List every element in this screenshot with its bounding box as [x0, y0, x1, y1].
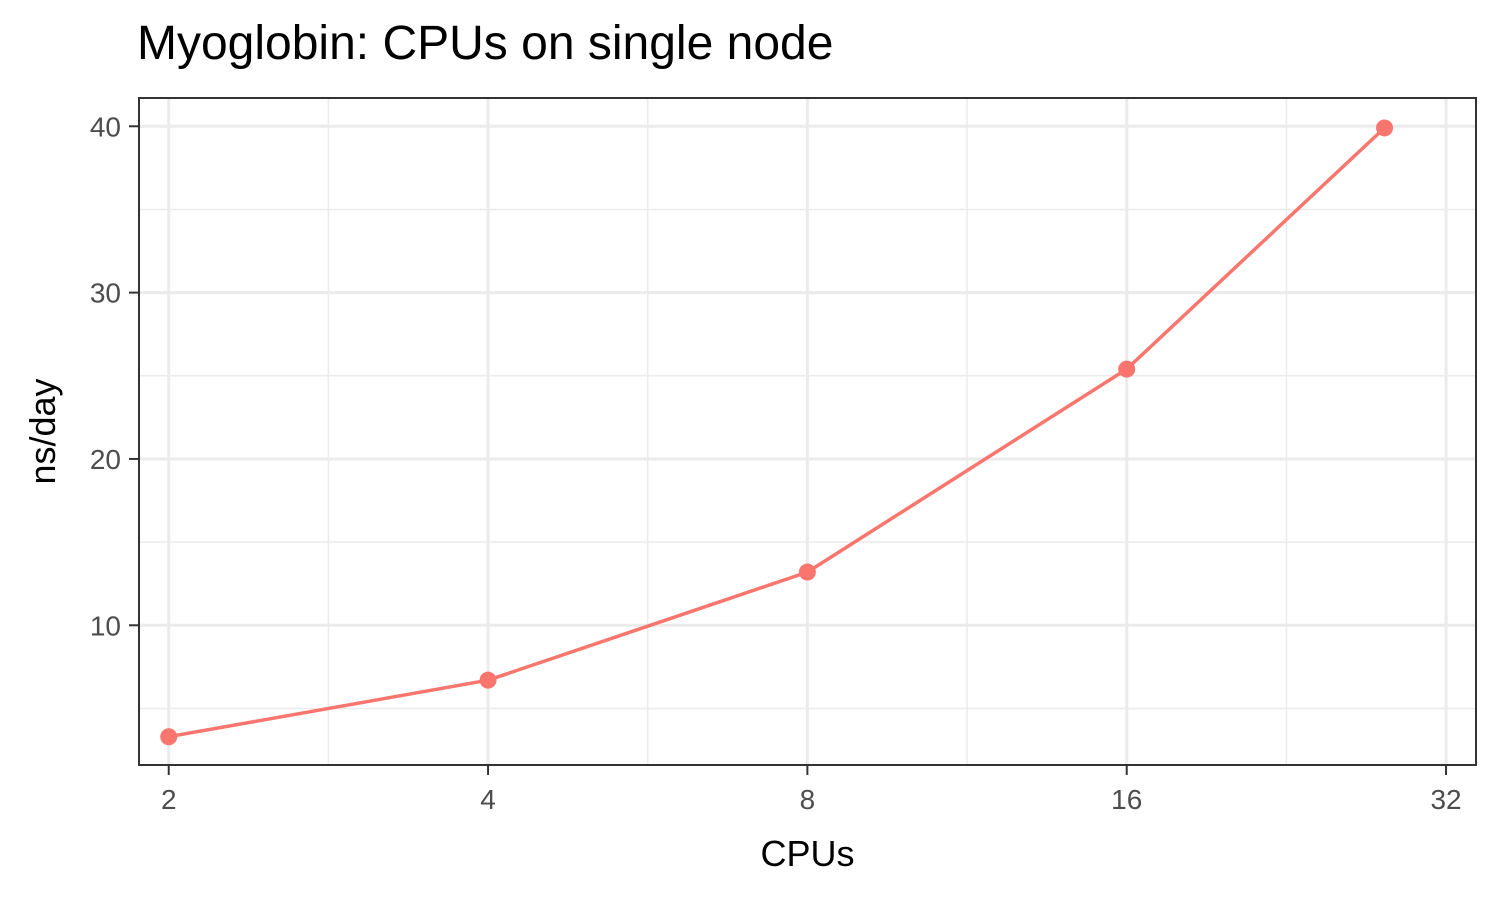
grid-major — [139, 98, 1476, 765]
data-point — [1376, 119, 1394, 137]
y-axis: 10 20 30 40 — [90, 111, 139, 641]
y-tick-label: 40 — [90, 111, 121, 142]
y-tick-label: 10 — [90, 610, 121, 641]
x-tick-label: 16 — [1111, 784, 1142, 815]
series-layer — [160, 119, 1394, 746]
y-tick-label: 30 — [90, 278, 121, 309]
data-point — [479, 671, 497, 689]
data-point — [798, 563, 816, 581]
x-axis-title: CPUs — [760, 833, 854, 874]
x-tick-label: 8 — [800, 784, 816, 815]
y-axis-title: ns/day — [22, 378, 63, 484]
data-point — [160, 728, 178, 746]
y-tick-label: 20 — [90, 444, 121, 475]
x-axis: 2 4 8 16 32 — [161, 765, 1462, 815]
x-tick-label: 2 — [161, 784, 177, 815]
chart-title: Myoglobin: CPUs on single node — [137, 17, 834, 70]
x-tick-label: 4 — [480, 784, 496, 815]
series-line — [168, 126, 1386, 739]
x-tick-label: 32 — [1430, 784, 1461, 815]
data-point — [1118, 360, 1136, 378]
